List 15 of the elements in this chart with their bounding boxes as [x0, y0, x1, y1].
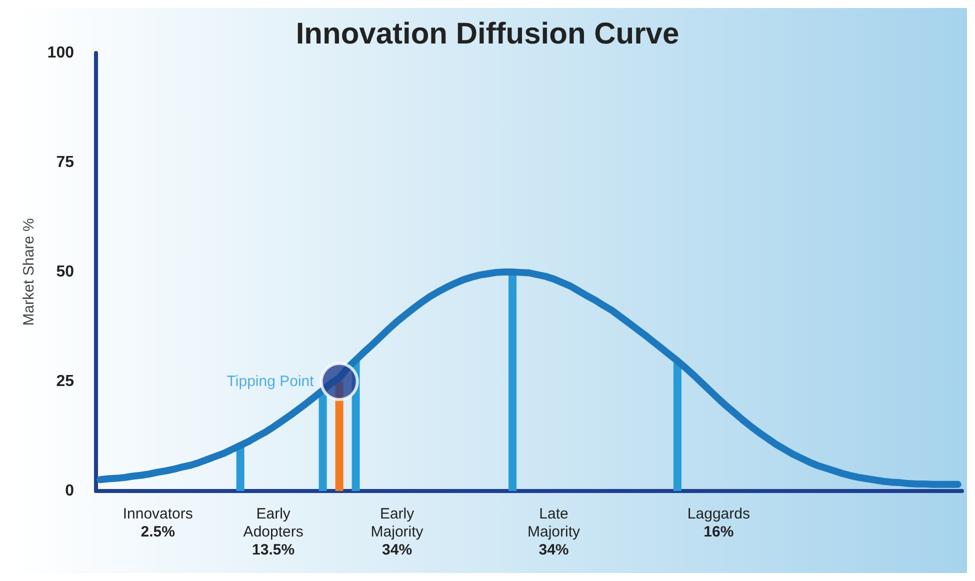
y-tick-label: 25	[56, 373, 74, 390]
bar	[673, 360, 682, 491]
y-tick-label: 75	[56, 154, 74, 171]
y-tick-label: 50	[56, 264, 74, 280]
y-axis-title: Market Share %	[20, 218, 38, 326]
series-label: Tipping Point	[226, 373, 315, 390]
y-tick-label: 100	[47, 44, 74, 62]
x-tick-label: Early Adopters 13.5%	[243, 506, 304, 558]
bar	[236, 445, 244, 491]
x-tick-label: Late Majority 34%	[527, 506, 580, 558]
y-tick-label: 0	[65, 482, 74, 500]
x-tick-label: Innovators 2.5%	[122, 506, 193, 540]
x-tick-label: Early Majority 34%	[370, 506, 424, 558]
chart-title: Innovation Diffusion Curve	[296, 18, 680, 50]
x-tick-label: Laggards 16%	[687, 506, 750, 540]
